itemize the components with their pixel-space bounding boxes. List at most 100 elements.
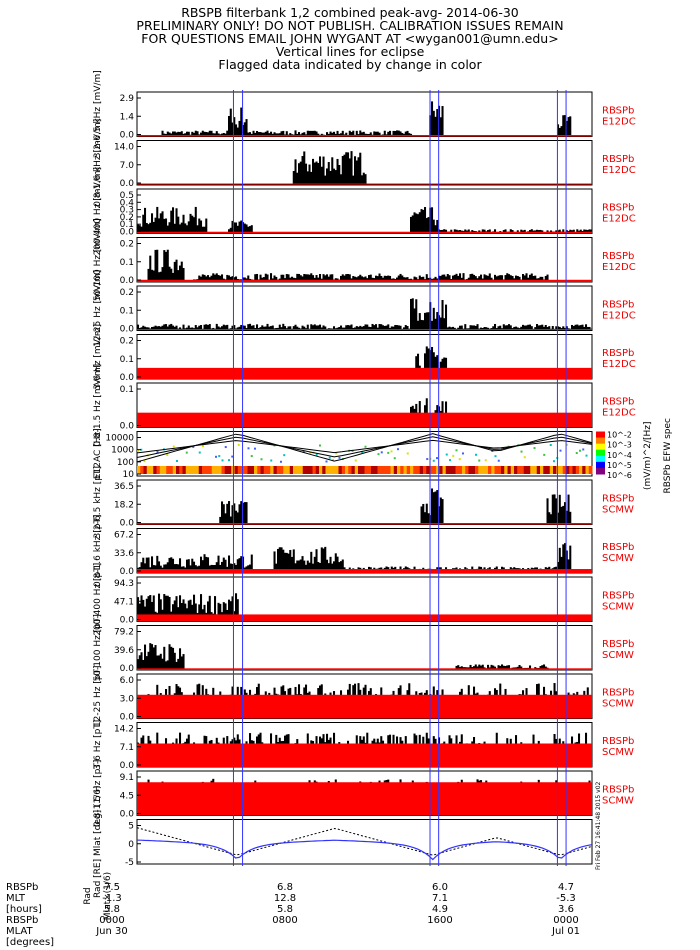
peak-bar — [408, 133, 411, 137]
peak-bar — [572, 326, 575, 331]
spectrogram-cell — [286, 466, 291, 474]
peak-bar — [266, 323, 269, 331]
peak-bar — [536, 324, 539, 331]
peak-bar — [189, 213, 192, 234]
peak-bar — [235, 124, 238, 137]
peak-bar — [235, 276, 238, 282]
peak-bar — [432, 492, 435, 525]
peak-bar — [355, 130, 358, 137]
spectrogram-cell — [146, 466, 151, 474]
peak-bar — [579, 325, 582, 331]
peak-bar — [555, 498, 558, 525]
spectrogram-cell — [387, 466, 391, 474]
peak-bar — [247, 132, 250, 137]
peak-bar — [585, 324, 588, 331]
peak-bar — [301, 156, 304, 185]
peak-bar — [359, 152, 362, 185]
peak-bar — [151, 326, 154, 331]
peak-bar — [345, 152, 348, 185]
peak-bar — [280, 131, 283, 137]
peak-bar — [151, 213, 154, 234]
spectrogram-cell — [429, 466, 434, 474]
peak-bar — [536, 229, 539, 234]
peak-bar — [564, 543, 567, 573]
average-band — [137, 743, 592, 767]
peak-bar — [455, 229, 458, 234]
peak-bar — [306, 130, 309, 137]
spectrogram-cell — [208, 466, 213, 474]
flag-note: Flagged data indicated by change in colo… — [218, 57, 482, 72]
spectrogram-cell — [221, 459, 224, 462]
peak-bar — [163, 564, 166, 573]
peak-bar — [352, 175, 355, 185]
peak-bar — [214, 596, 217, 622]
panel-frame — [136, 285, 593, 331]
instrument-label: RBSPb — [602, 154, 634, 165]
peak-bar — [576, 324, 579, 331]
peak-bar — [186, 131, 189, 137]
eclipse-note: Vertical lines for eclipse — [275, 44, 425, 59]
spectrogram-cell — [257, 466, 261, 474]
peak-bar — [434, 491, 437, 525]
peak-bar — [179, 558, 182, 573]
colorbar-tick-label: 10^-6 — [607, 471, 632, 480]
peak-bar — [198, 604, 201, 622]
peak-bar — [476, 324, 479, 331]
spectrogram-cell — [309, 451, 312, 454]
peak-bar — [511, 275, 514, 282]
spectrogram-cell — [267, 466, 271, 474]
spectrogram-cell — [270, 466, 274, 474]
peak-bar — [268, 326, 271, 331]
peak-bar — [354, 156, 357, 185]
peak-bar — [233, 277, 236, 282]
spectrogram-cell — [328, 466, 333, 474]
spectrogram-cell — [302, 450, 305, 453]
colorbar-label: (mV/m)^2/[Hz] — [643, 421, 653, 490]
peak-bar — [373, 325, 376, 331]
spectrogram-cell — [182, 466, 187, 474]
peak-bar — [144, 563, 147, 573]
peak-bar — [161, 211, 164, 234]
y-axis-label: 0.8-1.6 kHz [mV/m] — [93, 119, 103, 207]
peak-bar — [196, 131, 199, 137]
peak-bar — [520, 229, 523, 234]
peak-bar — [156, 249, 159, 282]
peak-bar — [168, 644, 171, 670]
peak-bar — [173, 326, 176, 331]
average-band — [137, 614, 592, 622]
peak-bar — [207, 557, 210, 573]
peak-bar — [497, 275, 500, 282]
peak-bar — [236, 559, 239, 573]
peak-bar — [396, 325, 399, 331]
peak-bar — [305, 274, 308, 282]
peak-bar — [210, 275, 213, 282]
peak-bar — [385, 325, 388, 331]
spectrogram-cell — [137, 466, 141, 474]
peak-bar — [404, 325, 407, 331]
peak-bar — [184, 603, 187, 622]
peak-bar — [179, 224, 182, 234]
peak-bar — [338, 327, 341, 331]
peak-bar — [361, 132, 364, 137]
peak-bar — [240, 220, 243, 234]
spectrogram-cell — [579, 449, 581, 452]
peak-bar — [168, 324, 171, 331]
spectrogram-cell — [185, 466, 190, 474]
peak-bar — [194, 130, 197, 137]
peak-bar — [422, 320, 425, 331]
peak-bar — [347, 325, 350, 331]
peak-bar — [333, 131, 336, 137]
peak-bar — [163, 646, 166, 670]
peak-bar — [350, 151, 353, 185]
peak-bar — [389, 275, 392, 282]
peak-bar — [221, 561, 224, 573]
peak-bar — [231, 563, 234, 573]
peak-bar — [186, 225, 189, 234]
peak-bar — [347, 152, 350, 185]
spectrogram-cell — [397, 466, 401, 474]
peak-bar — [219, 516, 222, 525]
spectrogram-cell — [426, 466, 430, 474]
average-band — [137, 782, 592, 816]
peak-bar — [243, 223, 246, 234]
peak-bar — [368, 275, 371, 282]
